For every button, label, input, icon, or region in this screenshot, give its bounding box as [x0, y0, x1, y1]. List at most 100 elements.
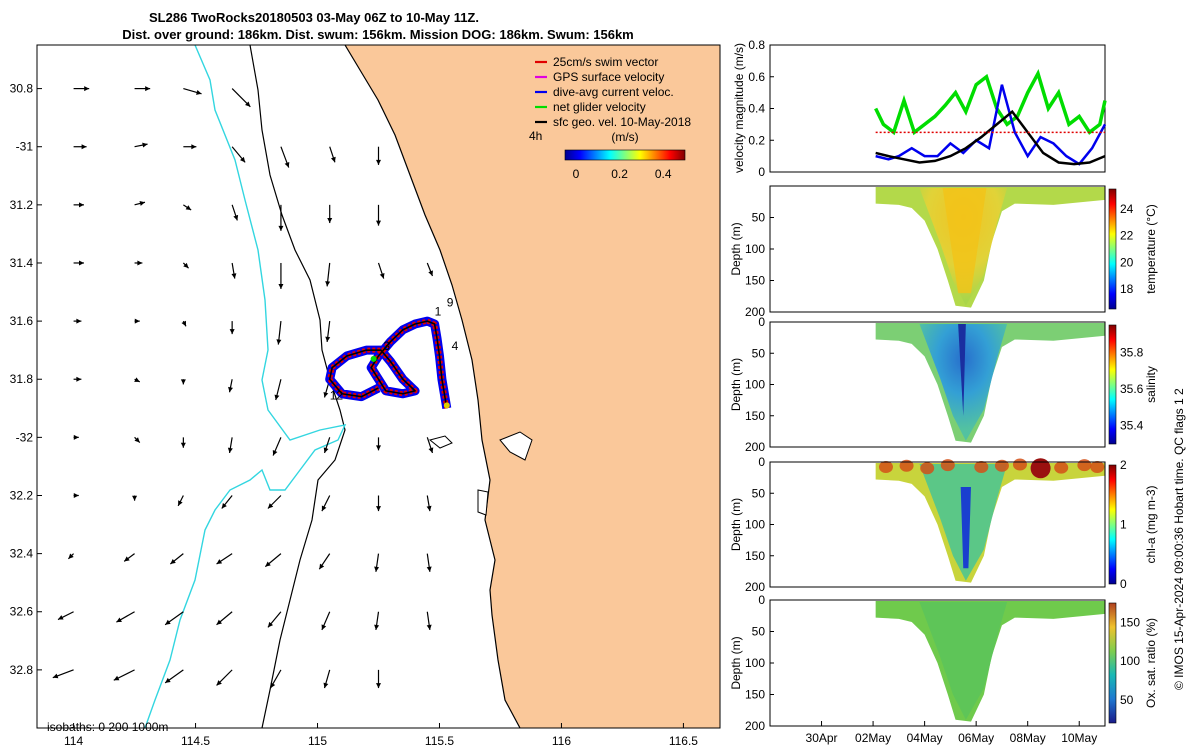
velocity-vector: [231, 262, 237, 279]
velocity-vector: [183, 88, 202, 95]
date-tick-label: 30Apr: [806, 731, 838, 745]
velocity-vector: [231, 204, 239, 221]
velocity-vector: [376, 669, 381, 689]
estuary: [499, 431, 533, 461]
velocity-ytick-label: 0: [758, 165, 765, 179]
depth-tick-label: 200: [745, 580, 765, 594]
velocity-vector: [181, 320, 187, 327]
velocity-vector: [169, 553, 184, 565]
section-panel-chl-a[interactable]: 0 50 100 150 200 Depth (m) 2 1 0 chl-a (mg m-3): [729, 455, 1158, 594]
temperature-warm-core: [942, 188, 987, 294]
map-xtick-label: 114.5: [181, 734, 210, 748]
velocity-vector: [134, 260, 143, 266]
velocity-vector: [134, 201, 146, 206]
velocity-vector: [426, 437, 434, 454]
velocity-vector: [270, 669, 282, 689]
colorbar-tick-label: 150: [1120, 615, 1140, 629]
velocity-vector: [229, 321, 235, 335]
colorbar-label: salinity: [1144, 366, 1158, 403]
velocity-vector: [426, 611, 432, 631]
velocity-vector: [164, 611, 184, 626]
colorbar-tick-label: 1: [1120, 518, 1127, 532]
section-colorbar: [1108, 464, 1117, 585]
track-time-label: 4: [452, 339, 459, 353]
velocity-vector: [374, 553, 380, 572]
depth-tick-label: 50: [752, 211, 766, 225]
map-frame: [36, 44, 721, 729]
date-tick-label: 10May: [1061, 731, 1097, 745]
depth-tick-label: 200: [745, 440, 765, 454]
depth-tick-label: 50: [752, 625, 766, 639]
velocity-vector: [329, 146, 336, 163]
velocity-vector: [323, 437, 331, 454]
colorbar-tick-label: 0.4: [655, 167, 672, 181]
velocity-vector: [116, 611, 135, 623]
velocity-vector: [73, 260, 84, 266]
depth-ylabel: Depth (m): [729, 222, 743, 275]
section-panel-salinity[interactable]: 0 50 100 150 200 Depth (m) 35.8 35.6 35.4 salinit…: [729, 315, 1158, 454]
velocity-vector: [182, 262, 189, 269]
section-panel-temperature[interactable]: 50 100 150 200 Depth (m) 24 22 20 18 temperature …: [729, 185, 1158, 319]
legend-label: net glider velocity: [553, 100, 646, 114]
isobath-1000m: [144, 45, 347, 728]
velocity-vector: [426, 553, 432, 572]
chl-surface-max: [940, 459, 955, 472]
deployment-marker: [443, 402, 450, 409]
velocity-vector: [278, 204, 284, 231]
colorbar-tick-label: 24: [1120, 202, 1134, 216]
velocity-vector: [280, 146, 290, 168]
map-ytick-label: 30.8: [10, 82, 34, 96]
colorbar-tick-label: 35.4: [1120, 419, 1144, 433]
surface-velocity-vectors: [52, 86, 434, 689]
chl-surface-max: [994, 459, 1009, 472]
velocity-vector: [321, 611, 331, 631]
chl-surface-max: [974, 461, 989, 473]
velocity-vector: [374, 611, 380, 631]
chl-low-core: [960, 487, 971, 569]
chl-surface-max: [1077, 459, 1092, 472]
velocity-panel[interactable]: 0 0.2 0.4 0.6 0.8 velocity magnitude (m/s): [732, 38, 1107, 179]
track-time-label: 1: [435, 304, 442, 318]
legend-item: net glider velocity: [535, 100, 646, 114]
velocity-vector: [227, 437, 233, 454]
colorbar-label: temperature (°C): [1144, 204, 1158, 294]
colorbar-tick-label: 100: [1120, 654, 1140, 668]
velocity-vector: [134, 436, 141, 443]
velocity-vector: [73, 492, 79, 498]
velocity-vector: [231, 88, 251, 108]
colorbar-tick-label: 0: [573, 167, 580, 181]
velocity-vector: [73, 86, 90, 92]
velocity-vector: [325, 321, 331, 342]
depth-tick-label: 50: [752, 346, 766, 360]
velocity-vector: [132, 495, 138, 501]
velocity-ytick-label: 0.2: [748, 133, 765, 147]
speed-colorbar: [564, 149, 686, 161]
map-ytick-label: 32.4: [10, 547, 34, 561]
colorbar-tick-label: 22: [1120, 229, 1134, 243]
map-xtick-label: 116.5: [669, 734, 698, 748]
legend-label: dive-avg current veloc.: [553, 85, 674, 99]
map-xtick-label: 114: [64, 734, 83, 748]
legend-label: 25cm/s swim vector: [553, 55, 658, 69]
velocity-vector: [276, 321, 282, 345]
map-xtick-label: 115: [308, 734, 327, 748]
velocity-vector: [216, 553, 233, 565]
velocity-vector: [264, 553, 282, 568]
map-ytick-label: 31.8: [10, 372, 34, 386]
velocity-vector: [177, 495, 184, 507]
colorbar-tick-label: 35.8: [1120, 345, 1144, 359]
velocity-vector: [272, 437, 282, 456]
depth-tick-label: 0: [758, 455, 765, 469]
depth-tick-label: 100: [745, 242, 765, 256]
section-colorbar: [1108, 602, 1117, 724]
map-panel[interactable]: 9 4 3 1 12 114 114.5 115 115.5 116 116.5 30.8 -31 31…: [10, 44, 721, 748]
depth-tick-label: 150: [745, 274, 765, 288]
velocity-vector: [180, 437, 186, 448]
velocity-vector: [73, 434, 79, 440]
chl-surface-max: [899, 459, 914, 472]
depth-tick-label: 100: [745, 656, 765, 670]
legend-item: sfc geo. vel. 10-May-2018: [535, 115, 691, 129]
track-time-label: 9: [447, 296, 454, 310]
